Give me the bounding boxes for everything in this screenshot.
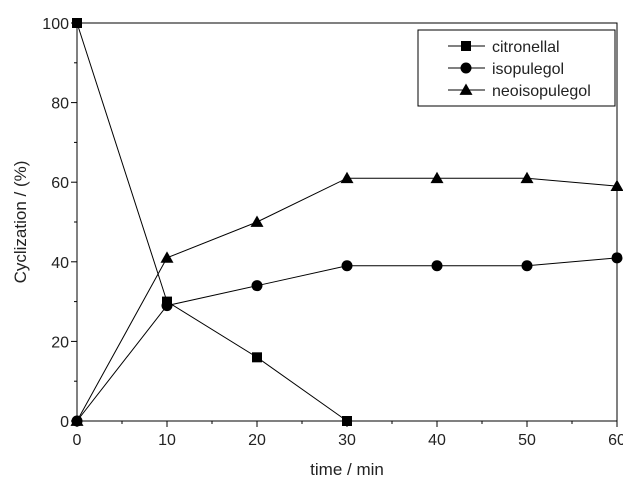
data-point-isopulegol <box>521 260 533 272</box>
data-point-neoisopulegol <box>340 171 354 184</box>
series-neoisopulegol <box>70 171 623 426</box>
data-point-isopulegol <box>431 260 443 272</box>
legend: citronellal isopulegol neoisopulegol <box>417 29 616 107</box>
y-axis-title: Cyclization / (%) <box>11 161 30 284</box>
y-tick-label: 80 <box>51 96 69 113</box>
legend-marker-citronellal <box>461 41 471 51</box>
x-tick-label: 20 <box>248 432 266 449</box>
data-point-neoisopulegol <box>430 171 444 184</box>
data-point-isopulegol <box>341 260 353 272</box>
x-tick-label: 40 <box>428 432 446 449</box>
legend-item-neoisopulegol: neoisopulegol <box>448 83 591 100</box>
series-isopulegol <box>71 252 623 427</box>
data-point-neoisopulegol <box>70 414 84 426</box>
x-tick-label: 30 <box>338 432 356 449</box>
x-tick-label: 10 <box>158 432 176 449</box>
y-tick-label: 100 <box>42 16 69 33</box>
data-point-isopulegol <box>251 280 263 292</box>
x-tick-label: 0 <box>73 432 82 449</box>
legend-label: isopulegol <box>492 61 564 78</box>
legend-label: citronellal <box>492 39 560 56</box>
y-tick-label: 0 <box>60 414 69 431</box>
x-tick-label: 50 <box>518 432 536 449</box>
data-point-neoisopulegol <box>610 179 623 192</box>
legend-label: neoisopulegol <box>492 83 591 100</box>
series-line-citronellal <box>76 22 348 422</box>
data-point-citronellal <box>72 18 82 28</box>
data-point-citronellal <box>342 416 352 426</box>
data-point-neoisopulegol <box>520 171 534 184</box>
legend-item-isopulegol: isopulegol <box>448 61 564 78</box>
legend-marker-isopulegol <box>460 62 472 74</box>
y-tick-label: 60 <box>51 175 69 192</box>
y-tick-label: 40 <box>51 255 69 272</box>
legend-marker-neoisopulegol <box>459 83 473 95</box>
series-citronellal <box>72 18 352 426</box>
series-line-isopulegol <box>76 257 618 422</box>
data-point-neoisopulegol <box>160 251 174 263</box>
y-tick-label: 20 <box>51 334 69 351</box>
data-point-neoisopulegol <box>250 215 264 227</box>
x-axis-title: time / min <box>310 460 384 479</box>
legend-item-citronellal: citronellal <box>448 39 560 56</box>
data-point-isopulegol <box>611 252 623 264</box>
x-tick-label: 60 <box>608 432 623 449</box>
data-point-citronellal <box>252 352 262 363</box>
series-line-neoisopulegol <box>76 177 618 422</box>
data-point-isopulegol <box>161 300 173 312</box>
